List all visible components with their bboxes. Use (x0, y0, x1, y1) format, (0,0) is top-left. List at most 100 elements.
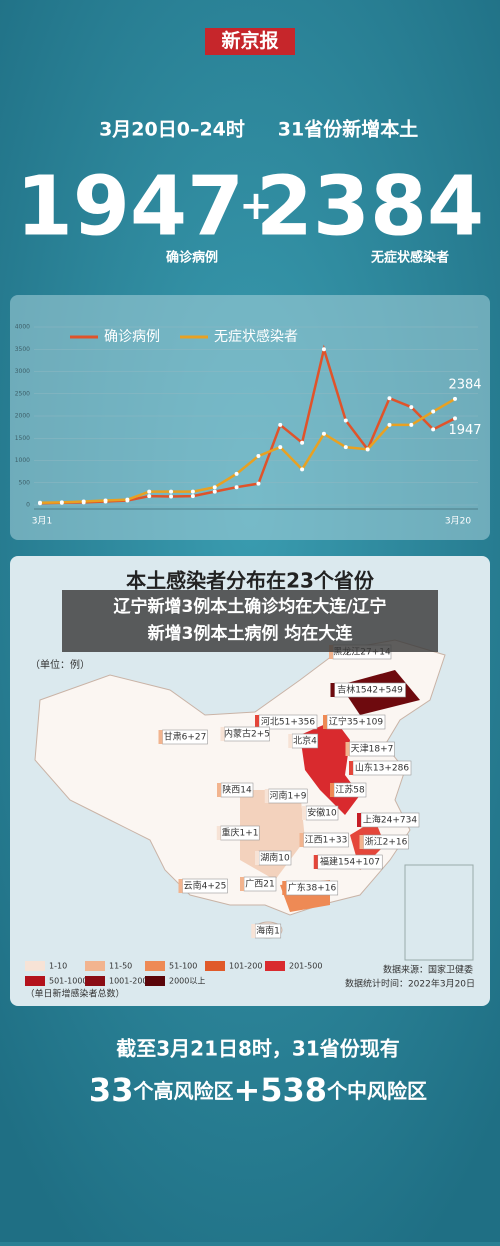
asymptomatic-number: 2384 (256, 159, 484, 254)
badge-box (205, 28, 295, 55)
map-labels: 黑龙江27+14吉林1542+549辽宁35+109河北51+356北京4天津1… (158, 644, 420, 939)
point (453, 416, 457, 421)
point (212, 489, 217, 494)
footer-part: 个中风险区 (326, 1079, 427, 1103)
province-label: 广东38+16 (288, 882, 337, 894)
province-label: 湖南10 (260, 852, 290, 864)
point (431, 409, 436, 414)
point (365, 447, 370, 452)
source: 数据来源：国家卫健委 (383, 964, 473, 976)
province-label: 辽宁35+109 (329, 716, 383, 728)
legend-label: 1-10 (49, 962, 67, 971)
province-label: 重庆1+1 (222, 827, 259, 839)
y-tick-label: 500 (19, 479, 31, 486)
trend-chart: 0 500 1000 1500 2000 2500 3000 3500 4000 3月1 3月20 1… (15, 324, 482, 527)
province-swatch (255, 715, 259, 729)
province-swatch (313, 855, 318, 869)
legend-label: 确诊病例 (104, 329, 160, 345)
province-swatch (330, 683, 335, 697)
end-label: 2384 (448, 377, 481, 392)
province-swatch (302, 806, 306, 820)
point (300, 467, 305, 472)
y-tick-label: 3500 (15, 346, 30, 353)
point (321, 431, 326, 436)
footer-part: +538 (233, 1071, 327, 1109)
province-swatch (330, 783, 334, 797)
point (453, 396, 457, 401)
point (125, 497, 130, 502)
point (190, 489, 195, 494)
point (190, 494, 195, 499)
subtitle: 31省份新增本土 (278, 118, 418, 141)
y-tick-label: 1000 (15, 457, 30, 464)
province-label: 海南1 (256, 925, 280, 937)
point (212, 485, 217, 490)
point (343, 445, 348, 450)
legend-label: 2000以上 (169, 977, 205, 986)
legend-label: 无症状感染者 (214, 328, 298, 345)
province-swatch (217, 783, 221, 797)
map-legend: 1-10 11-50 51-100 101-200 201-500 501-1000 100… (25, 961, 322, 986)
point (59, 500, 64, 505)
point (147, 489, 152, 494)
province-label: 安徽10 (307, 807, 337, 819)
footer-line: 截至3月21日8时，31省份现有 (116, 1037, 400, 1061)
legend-label: 101-200 (229, 962, 262, 971)
stat-time: 数据统计时间：2022年3月20日 (345, 978, 475, 990)
province-swatch (255, 851, 259, 865)
legend-swatch (265, 961, 285, 971)
legend-swatch (25, 976, 45, 986)
point (409, 422, 414, 427)
legend-label: 1001-2000 (109, 977, 153, 986)
legend-swatch (25, 961, 45, 971)
point (81, 499, 86, 504)
legend-swatch (85, 976, 105, 986)
footer-part: 33 (89, 1071, 134, 1109)
y-tick-label: 3000 (15, 368, 30, 375)
badge: 新京报 (221, 29, 278, 52)
footer-line: 33个高风险区+538个中风险区 (89, 1071, 427, 1109)
y-tick-label: 2500 (15, 390, 30, 397)
point (256, 481, 261, 486)
point (256, 454, 261, 459)
province-swatch (323, 715, 327, 729)
province-label: 陕西14 (222, 784, 252, 796)
point (169, 489, 174, 494)
legend-swatch (145, 976, 165, 986)
province-label: 江苏58 (335, 784, 365, 796)
legend-swatch (205, 961, 225, 971)
label: 无症状感染者 (370, 250, 449, 266)
province-label: 吉林1542+549 (337, 684, 403, 696)
province-label: 山东13+286 (355, 762, 409, 774)
legend-label: 201-500 (289, 962, 322, 971)
point (234, 471, 239, 476)
province-swatch (359, 835, 364, 849)
series-line (39, 397, 456, 505)
label: 确诊病例 (166, 250, 218, 266)
province-swatch (158, 730, 163, 744)
overlay-text: 辽宁新增3例本土确诊均在大连/辽宁 (113, 596, 386, 617)
map-title: 本土感染者分布在23个省份 (126, 569, 375, 593)
province-swatch (345, 742, 350, 756)
legend-label: 11-50 (109, 962, 132, 971)
province-swatch (216, 826, 221, 840)
chart-panel (10, 295, 490, 540)
point (409, 405, 414, 410)
end-label: 1947 (448, 423, 481, 438)
province-swatch (251, 924, 256, 938)
point (234, 485, 239, 490)
legend-label: 51-100 (169, 962, 197, 971)
point (103, 498, 108, 503)
point (147, 494, 152, 499)
y-tick-label: 4000 (15, 324, 30, 331)
point (387, 422, 392, 427)
point (278, 422, 283, 427)
province-label: 北京4 (293, 735, 317, 747)
province-label: 云南4+25 (184, 880, 227, 892)
point (321, 347, 326, 352)
point (169, 494, 174, 499)
point (278, 445, 283, 450)
y-tick-label: 1500 (15, 435, 30, 442)
province-swatch (299, 833, 304, 847)
